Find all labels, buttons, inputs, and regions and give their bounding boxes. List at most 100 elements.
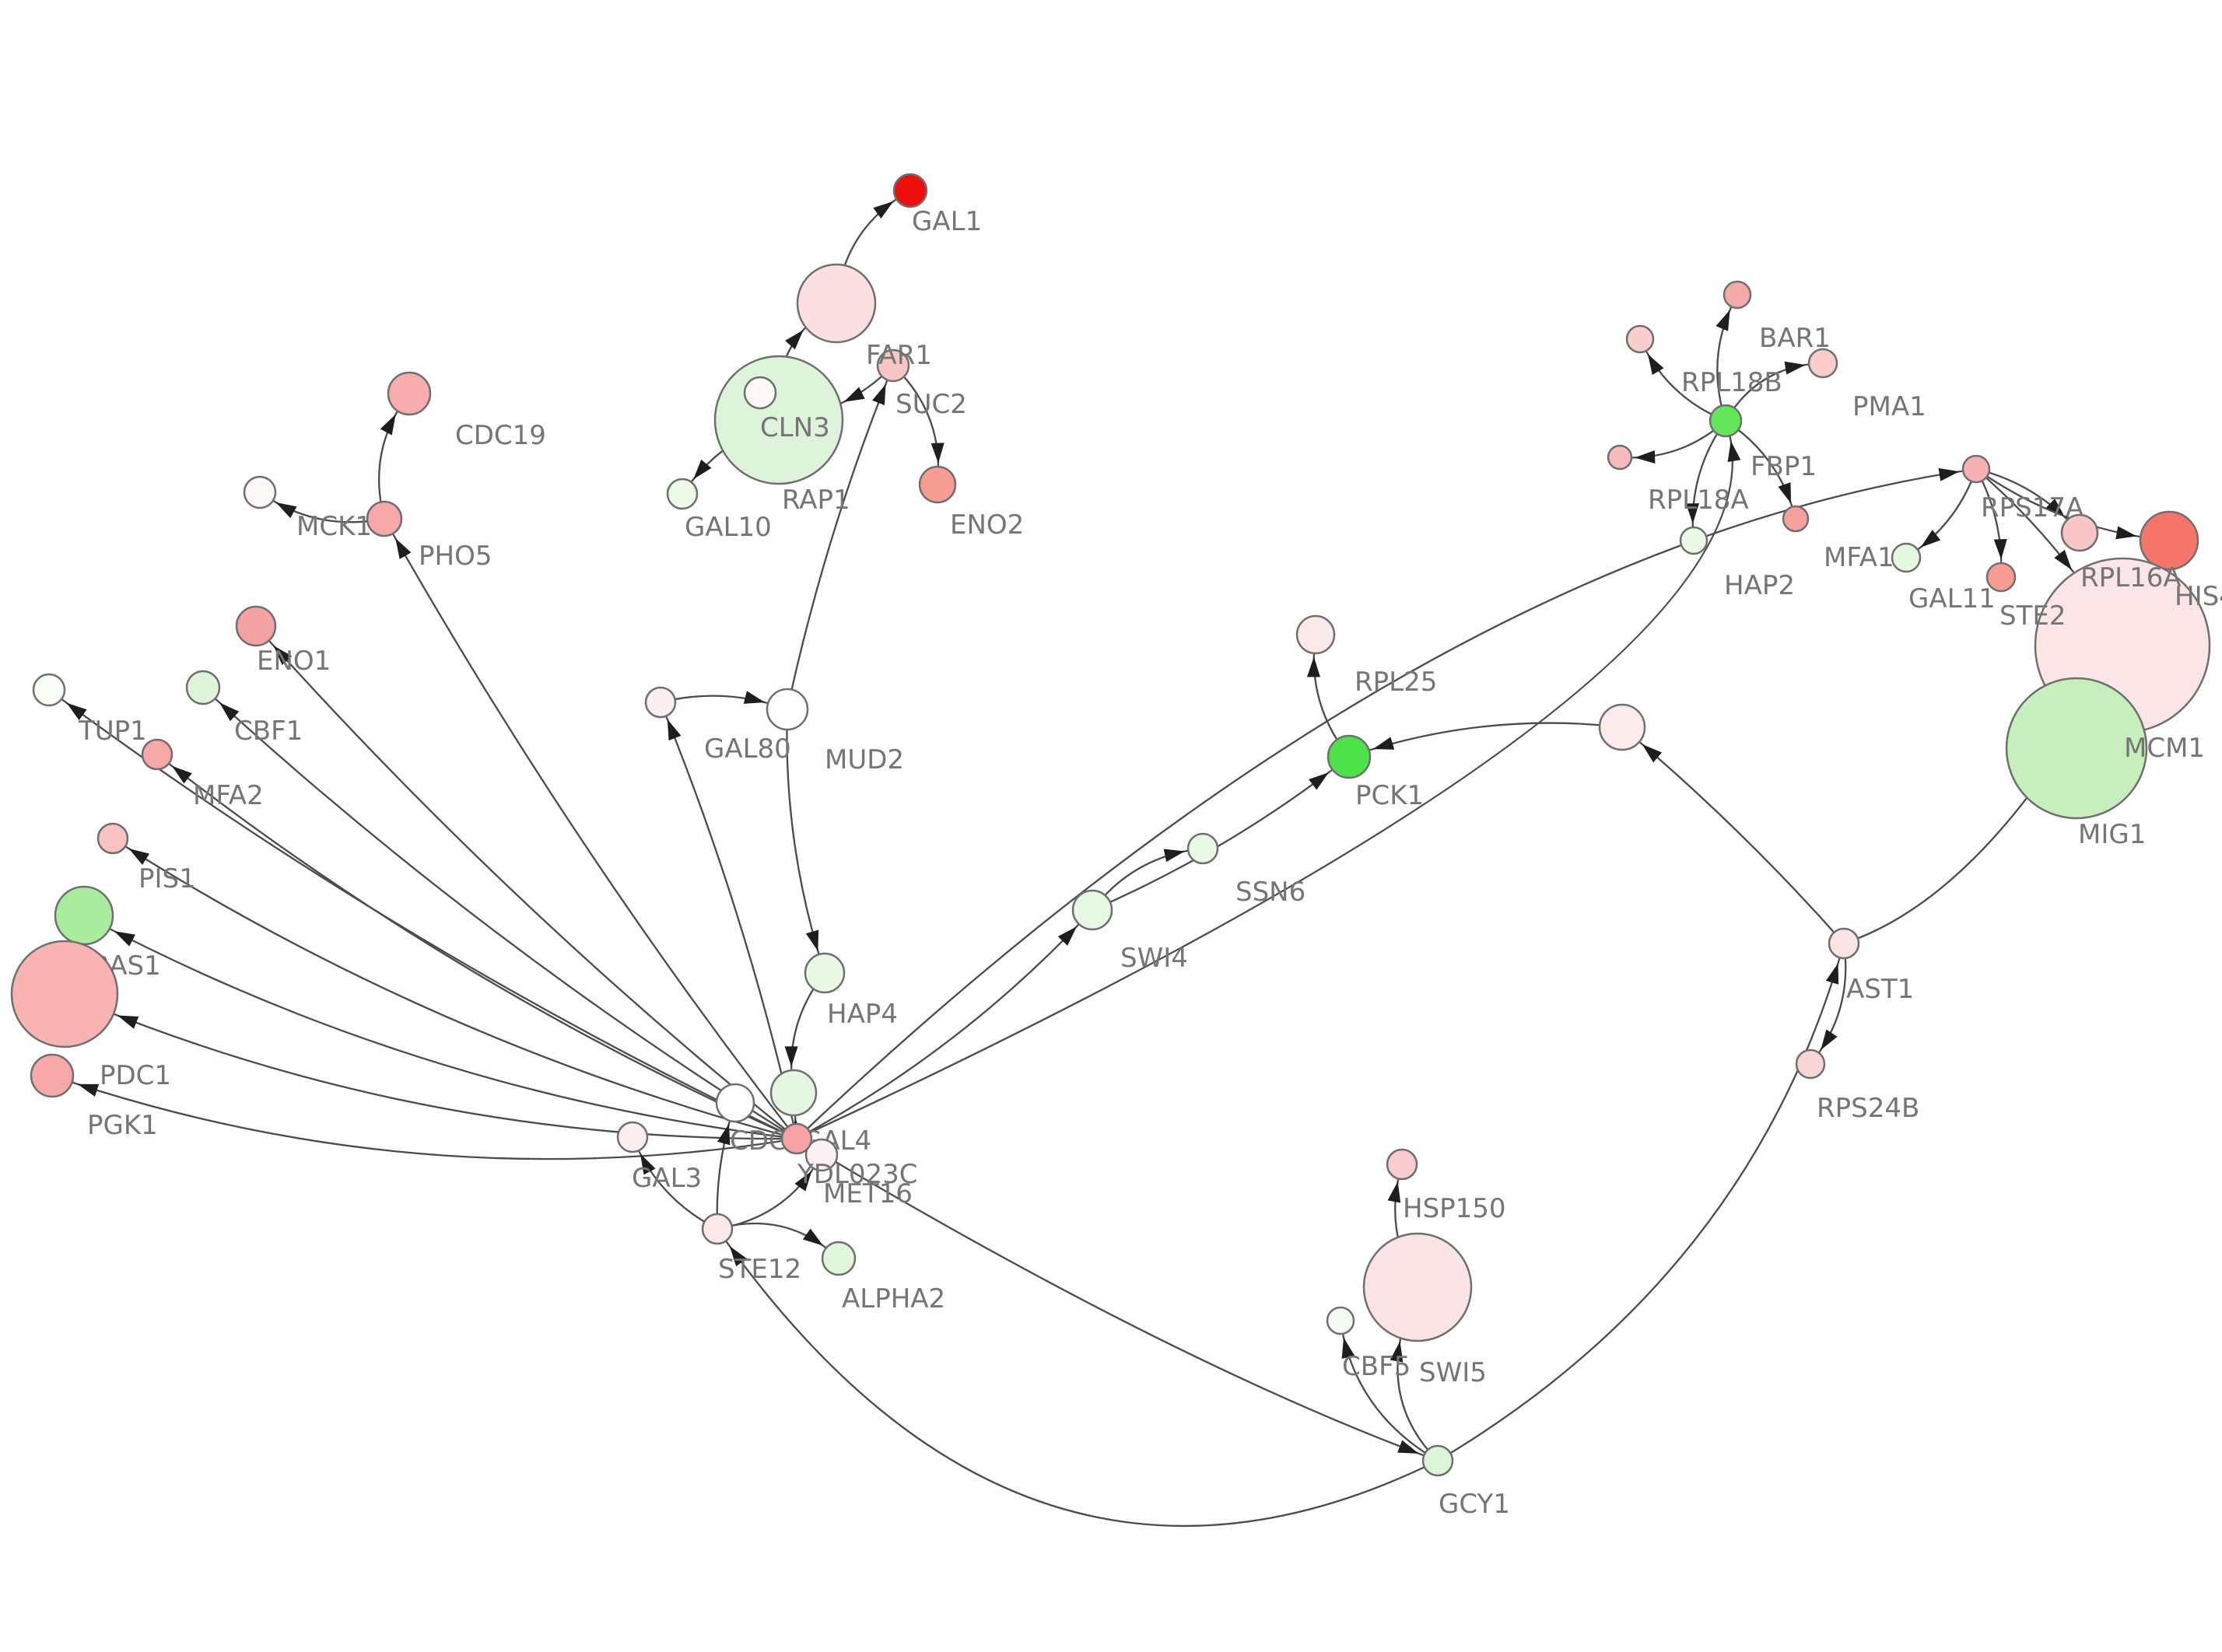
node-label-SUC2: SUC2 [895,389,967,420]
node-GAL11[interactable] [1891,542,1922,573]
node-RPL16A[interactable] [2060,513,2099,552]
arrowhead-SUC2-RAP1 [843,387,865,402]
edge-YDL023C-PGK1[interactable] [51,1074,797,1160]
arrowhead-YDL023C-PIS1 [128,848,150,866]
edge-YDL023C-GCY1[interactable] [796,1138,1439,1462]
node-RPS17A[interactable] [1961,454,1991,484]
node-GAL1[interactable] [892,173,928,208]
edge-FBP1-HAP2[interactable] [1691,420,1726,541]
node-RPL18A[interactable] [1607,444,1633,471]
node-ENO1[interactable] [235,605,277,647]
node-PIS1[interactable] [96,822,129,855]
node-label-TUP1: TUP1 [78,716,147,747]
edge-YDL023C-FBP1[interactable] [796,420,1733,1140]
arrowhead-STE12-CDC6 [717,1123,731,1146]
edge-GCY1-AST1[interactable] [1437,943,1845,1461]
node-SWI4[interactable] [1071,889,1113,931]
edge-YDL023C-RAS1[interactable] [83,914,797,1140]
node-ENO2[interactable] [918,465,957,504]
arrowhead-YDL023C-PDC1 [117,1015,139,1029]
node-PCK1[interactable] [1327,734,1372,779]
edge-RPS17A-GAL11[interactable] [1905,468,1978,558]
node-BAR1[interactable] [1723,280,1752,310]
arrowhead-GCY1-STE12 [729,1246,747,1267]
node-SSN6[interactable] [1186,832,1219,865]
node-TUP1[interactable] [32,673,66,707]
node-HAP2[interactable] [1679,526,1709,555]
edge-YDL023C-RPS17A[interactable] [796,467,1977,1139]
node-label-FBP1: FBP1 [1751,451,1817,482]
node-SWI5[interactable] [1362,1232,1473,1342]
edge-YDL023C-CBF1[interactable] [202,687,797,1139]
node-CLN3[interactable] [743,376,777,410]
node-SUC2[interactable] [876,348,910,383]
node-MUD2[interactable] [766,688,809,731]
node-CDC19[interactable] [387,371,432,416]
edge-GCY1-STE12[interactable] [717,1228,1439,1528]
edge-YDL023C-PHO5[interactable] [383,518,797,1139]
node-label-GAL80: GAL80 [704,733,791,765]
node-GAL80[interactable] [644,686,677,719]
node-HAP4[interactable] [804,952,846,994]
node-RPL25[interactable] [1295,614,1336,655]
node-HSP150[interactable] [1386,1148,1418,1181]
node-MET16[interactable] [804,1138,839,1172]
node-label-SSN6: SSN6 [1235,877,1306,908]
node-YDL023C[interactable] [780,1122,813,1155]
node-GAL3[interactable] [616,1121,649,1153]
node-AST1[interactable] [1828,927,1860,960]
edge-MUD2-SUC2[interactable] [786,365,895,710]
node-GAL10[interactable] [666,478,699,510]
arrowhead-YDL023C-GCY1 [1397,1440,1419,1454]
node-CDC6[interactable] [715,1083,755,1123]
arrowhead-FBP1-PMA1 [1784,361,1806,375]
edge-YDL023C-GAL80[interactable] [659,702,798,1139]
node-PDC1[interactable] [10,940,119,1048]
arrowhead-RPS17A-STE2 [1993,538,2007,560]
edge-AST1-RPS24B[interactable] [1810,943,1847,1065]
edge-YDL023C-PDC1[interactable] [64,992,797,1140]
node-PMA1[interactable] [1807,348,1838,379]
node-MCK1[interactable] [243,475,277,509]
node-PHO5[interactable] [366,500,403,537]
node-RPL18B[interactable] [1625,324,1655,354]
node-STE2[interactable] [1985,562,2017,593]
node-FAR1[interactable] [796,263,877,344]
node-label-RPS17A: RPS17A [1981,492,2084,523]
node-label-HSP150: HSP150 [1403,1193,1506,1224]
node-CBF5[interactable] [1326,1306,1355,1335]
edge-FBP1-RPL18A[interactable] [1619,420,1726,459]
edge-YDL023C-ENO1[interactable] [255,625,797,1139]
node-STE12[interactable] [701,1213,734,1245]
node-MIG1[interactable] [2005,677,2148,820]
node-MFA1[interactable] [1782,505,1810,533]
edge-YDL023C-SWI4[interactable] [796,909,1093,1140]
arrowhead-YDL023C-RPS17A [1938,467,1960,481]
edge-MUD2-HAP4[interactable] [786,709,826,974]
node-label-ENO2: ENO2 [950,509,1024,541]
node-HIS4[interactable] [2139,510,2199,571]
arrowhead-GCY1-SWI5 [1390,1341,1404,1363]
edge-YDL023C-PIS1[interactable] [112,838,797,1140]
node-label-CLN3: CLN3 [760,412,830,443]
arrowhead-FBP1-MFA1 [1778,482,1792,504]
node-CBF1[interactable] [185,670,221,705]
arrowhead-GCY1-CBF5 [1341,1337,1355,1359]
edge-GCY1-CBF5[interactable] [1339,1320,1439,1461]
node-unlabeled[interactable] [1598,703,1646,751]
edge-YDL023C-MFA2[interactable] [156,754,797,1140]
node-GAL4[interactable] [769,1069,818,1117]
node-FBP1[interactable] [1709,404,1743,438]
node-RPS24B[interactable] [1795,1048,1826,1080]
node-MFA2[interactable] [141,738,173,771]
node-PGK1[interactable] [30,1053,75,1098]
arrowhead-SWI5-HSP150 [1387,1181,1401,1203]
node-GCY1[interactable] [1421,1444,1454,1477]
node-label-HIS4: HIS4 [2175,581,2222,612]
node-label-CBF1: CBF1 [234,716,303,747]
arrowhead-NODE1-PCK1 [1372,737,1395,750]
node-label-MCK1: MCK1 [296,511,372,542]
node-RAS1[interactable] [54,885,114,946]
node-ALPHA2[interactable] [821,1241,857,1276]
